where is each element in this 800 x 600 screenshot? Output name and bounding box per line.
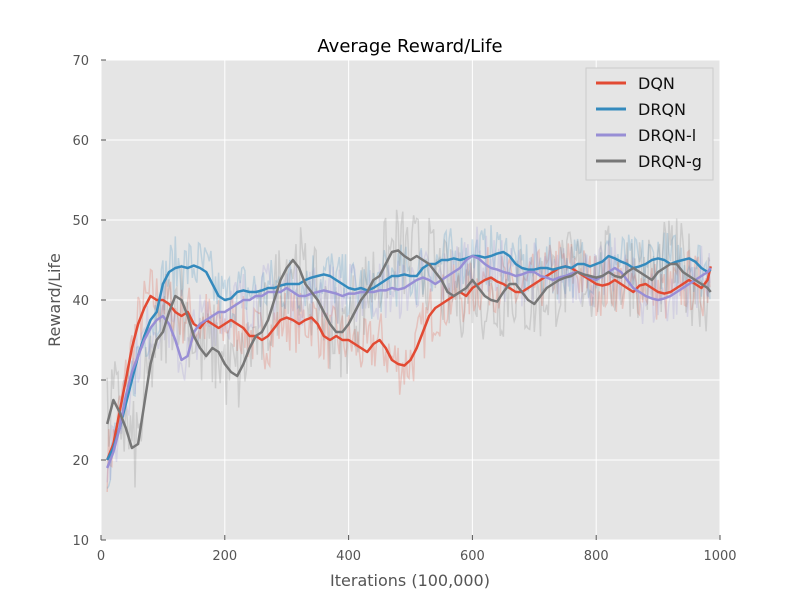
ticks: 0 200 400 600 800 1000 10 20 30 40 50 60 70 bbox=[72, 54, 736, 564]
legend-label-dqn: DQN bbox=[638, 74, 675, 93]
legend: DQN DRQN DRQN-l DRQN-g bbox=[585, 67, 714, 181]
x-tick-label: 600 bbox=[460, 549, 485, 564]
series-line-dqn bbox=[106, 265, 712, 461]
x-axis-label: Iterations (100,000) bbox=[330, 571, 490, 590]
series-lines bbox=[105, 249, 712, 469]
legend-label-drqn-g: DRQN-g bbox=[638, 152, 702, 171]
y-tick-label: 20 bbox=[72, 454, 89, 469]
chart-title: Average Reward/Life bbox=[317, 36, 502, 57]
noise-trace-drqn-l bbox=[106, 226, 711, 483]
x-tick-label: 1000 bbox=[703, 549, 736, 564]
legend-label-drqn-l: DRQN-l bbox=[638, 126, 696, 145]
series-line-drqn-g bbox=[105, 249, 712, 450]
y-tick-label: 50 bbox=[72, 214, 89, 229]
series-line-drqn bbox=[106, 250, 712, 461]
x-tick-label: 0 bbox=[97, 549, 105, 564]
y-tick-label: 10 bbox=[72, 534, 89, 549]
y-tick-label: 30 bbox=[72, 374, 89, 389]
series-line-drqn-l bbox=[106, 254, 712, 469]
y-tick-label: 40 bbox=[72, 294, 89, 309]
x-tick-label: 800 bbox=[584, 549, 609, 564]
x-tick-label: 200 bbox=[212, 549, 237, 564]
y-tick-label: 70 bbox=[72, 54, 89, 69]
y-axis-label: Reward/Life bbox=[45, 253, 64, 347]
x-tick-label: 400 bbox=[336, 549, 361, 564]
y-tick-label: 60 bbox=[72, 134, 89, 149]
legend-label-drqn: DRQN bbox=[638, 100, 686, 119]
